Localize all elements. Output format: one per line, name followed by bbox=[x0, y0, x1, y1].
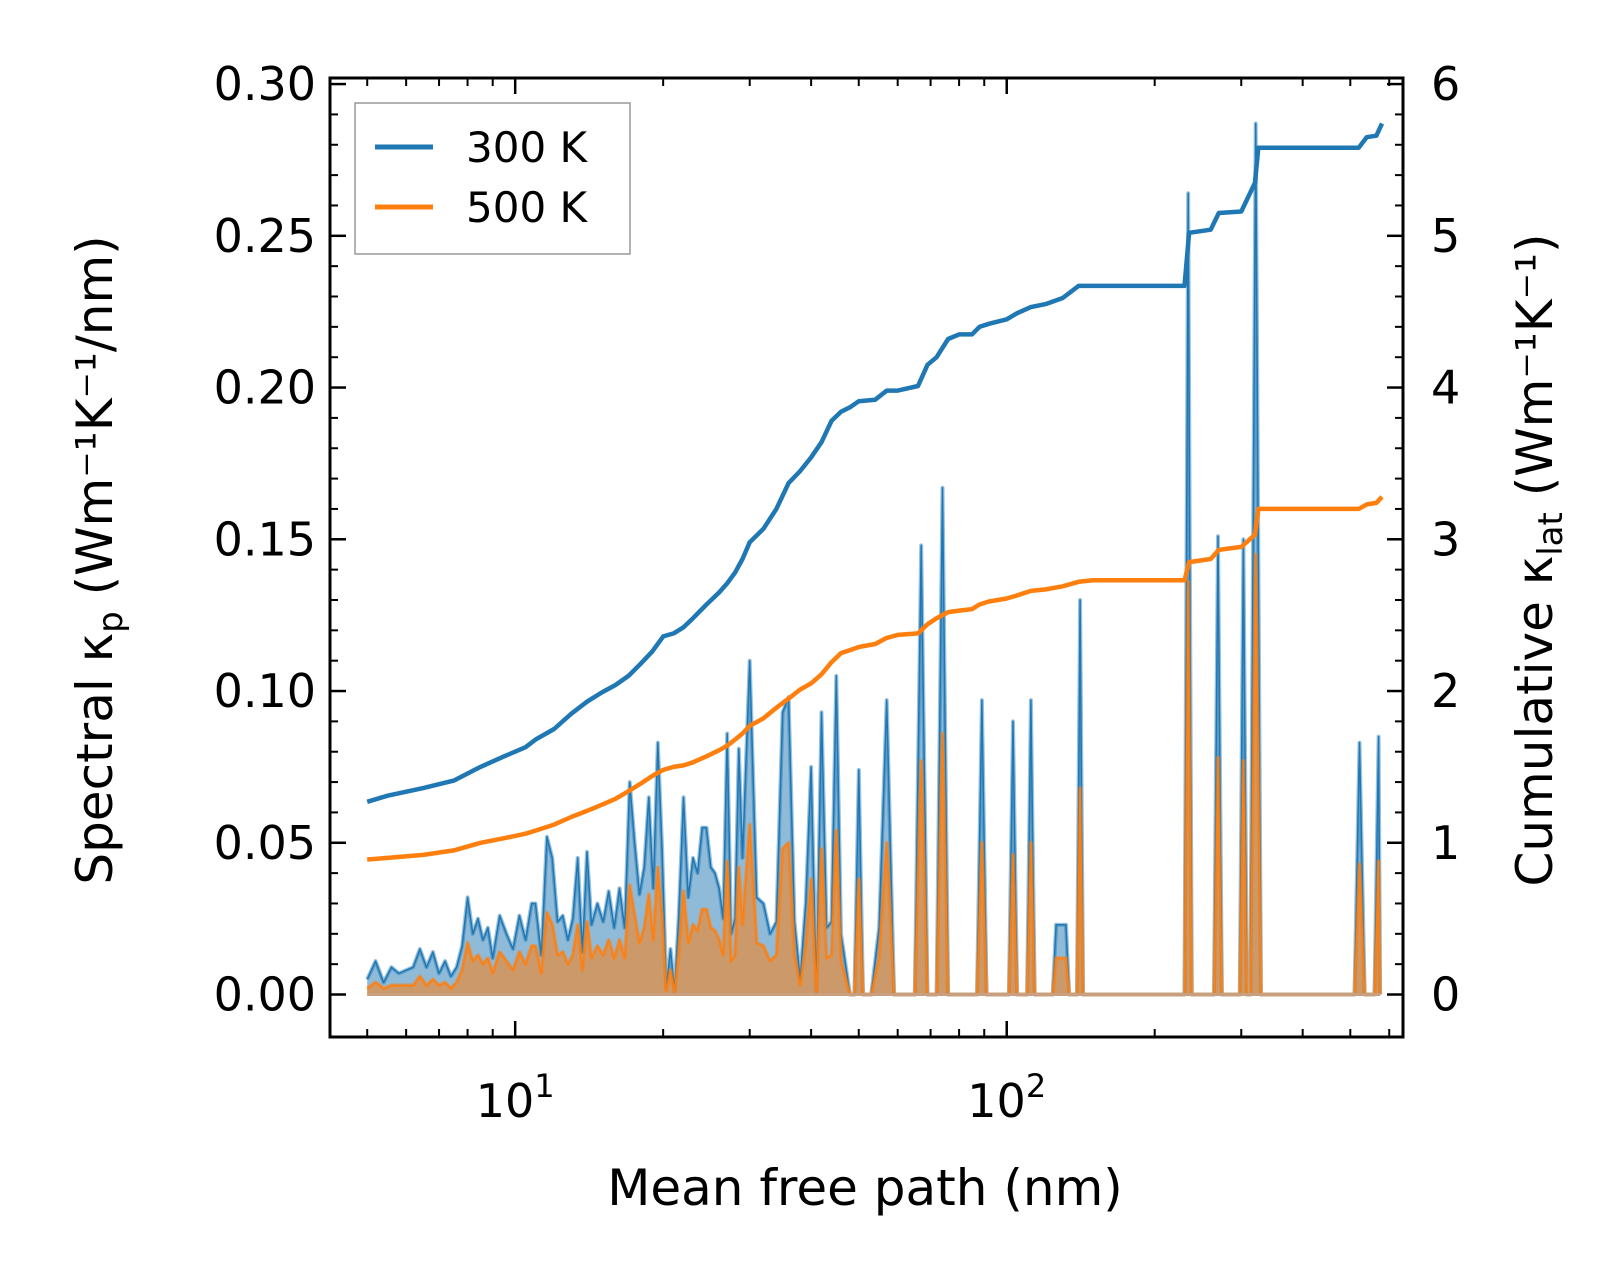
y-axis-right-title-main: Cumulative κ bbox=[1506, 556, 1564, 887]
y-axis-right-title: Cumulative κlat (Wm⁻¹K⁻¹) bbox=[1506, 233, 1571, 886]
x-tick-label-base: 10 bbox=[967, 1074, 1026, 1128]
y-right-tick-label: 0 bbox=[1431, 968, 1460, 1022]
legend: 300 K 500 K bbox=[354, 102, 631, 255]
y-axis-left-title-main: Spectral κ bbox=[66, 633, 124, 885]
y-left-tick-label: 0.20 bbox=[214, 361, 316, 415]
legend-label-500k: 500 K bbox=[466, 183, 589, 232]
legend-frame bbox=[354, 102, 631, 255]
legend-label-300k: 300 K bbox=[466, 123, 589, 172]
y-right-tick-label: 5 bbox=[1431, 209, 1460, 263]
x-tick-label-exp: 1 bbox=[534, 1067, 554, 1105]
x-tick-label: 102 bbox=[967, 1067, 1046, 1128]
y-left-tick-label: 0.15 bbox=[214, 512, 316, 566]
y-left-tick-label: 0.00 bbox=[214, 968, 316, 1022]
cumulative-line-500k bbox=[367, 495, 1384, 862]
y-left-tick-label: 0.30 bbox=[214, 57, 316, 111]
x-axis-title: Mean free path (nm) bbox=[607, 1159, 1123, 1217]
x-tick-label-base: 10 bbox=[476, 1074, 535, 1128]
y-right-tick-label: 3 bbox=[1431, 512, 1460, 566]
y-right-tick-label: 6 bbox=[1431, 57, 1460, 111]
y-axis-right-title-units: (Wm⁻¹K⁻¹) bbox=[1506, 233, 1564, 512]
y-right-tick-label: 4 bbox=[1431, 361, 1460, 415]
y-axis-left-title-sub: p bbox=[91, 611, 131, 633]
spectral-area-500k bbox=[367, 554, 1381, 995]
x-tick-label-exp: 2 bbox=[1026, 1067, 1046, 1105]
y-axis-left-title: Spectral κp (Wm⁻¹K⁻¹/nm) bbox=[66, 235, 131, 884]
y-right-tick-label: 1 bbox=[1431, 816, 1460, 870]
spectral-line-300k bbox=[366, 122, 1381, 996]
y-left-tick-label: 0.10 bbox=[214, 664, 316, 718]
axes-frame bbox=[328, 76, 1405, 1039]
x-tick-label: 101 bbox=[476, 1067, 555, 1128]
y-axis-right-title-sub: lat bbox=[1531, 512, 1571, 556]
y-right-tick-label: 2 bbox=[1431, 664, 1460, 718]
cumulative-line-300k bbox=[366, 122, 1385, 804]
y-axis-left-title-units: (Wm⁻¹K⁻¹/nm) bbox=[66, 235, 124, 611]
y-left-tick-label: 0.05 bbox=[214, 816, 316, 870]
y-left-tick-label: 0.25 bbox=[214, 209, 316, 263]
spectral-line-500k bbox=[366, 553, 1381, 996]
